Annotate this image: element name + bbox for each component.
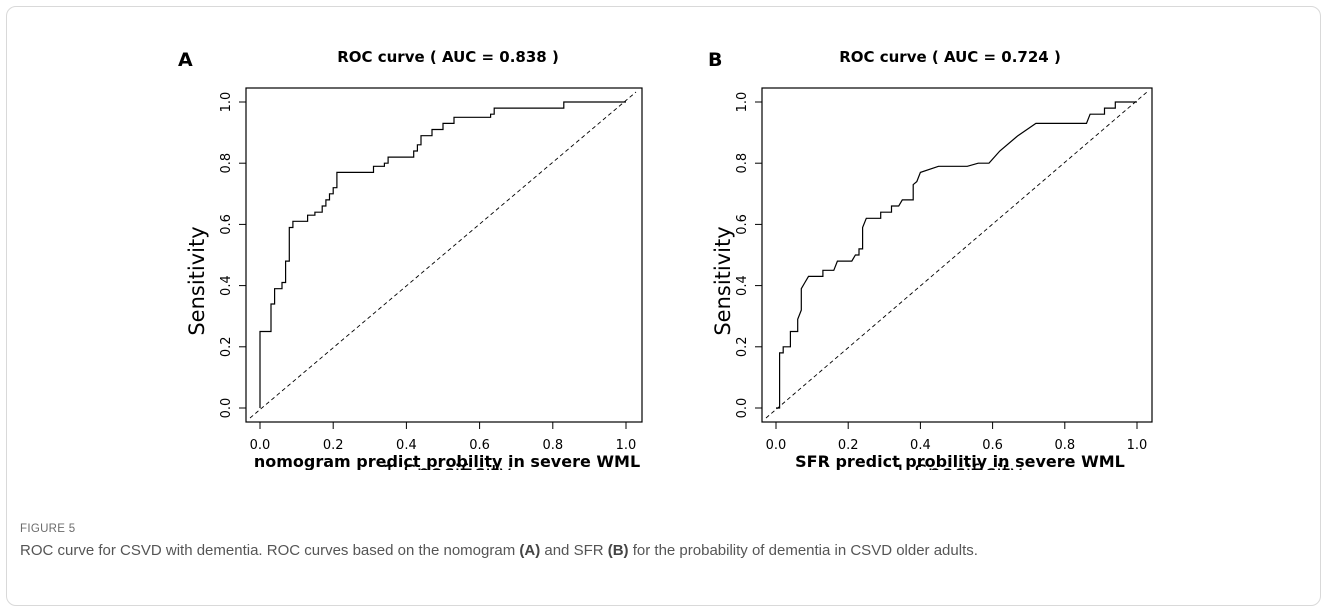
x-tick-label: 0.4 bbox=[910, 438, 931, 453]
caption-ref-a: (A) bbox=[519, 542, 541, 559]
y-axis-label: Sensitivity bbox=[185, 226, 209, 335]
y-tick-label: 0.4 bbox=[219, 275, 234, 296]
x-tick-label: 0.8 bbox=[1054, 438, 1075, 453]
caption-text: for the probability of dementia in CSVD … bbox=[628, 542, 978, 559]
plot-frame bbox=[245, 87, 643, 423]
y-tick-label: 0.4 bbox=[735, 275, 750, 296]
y-tick-label: 0.8 bbox=[219, 153, 234, 174]
x-tick-label: 0.0 bbox=[766, 438, 787, 453]
y-tick-label: 0.2 bbox=[735, 336, 750, 357]
figure-label: FIGURE 5 bbox=[20, 523, 76, 535]
roc-panel-a: A ROC curve ( AUC = 0.838 ) Sensitivity … bbox=[178, 48, 643, 470]
x-tick-label: 0.6 bbox=[469, 438, 490, 453]
y-tick-label: 0.0 bbox=[735, 398, 750, 419]
figure-frame bbox=[6, 6, 1321, 606]
x-tick-label: 1.0 bbox=[1127, 438, 1148, 453]
y-tick-label: 1.0 bbox=[735, 92, 750, 113]
figure-caption: ROC curve for CSVD with dementia. ROC cu… bbox=[20, 542, 978, 559]
y-tick-label: 0.6 bbox=[219, 214, 234, 235]
caption-text: ROC curve for CSVD with dementia. ROC cu… bbox=[20, 542, 520, 559]
y-tick-label: 0.8 bbox=[735, 153, 750, 174]
x-tick-label: 0.6 bbox=[982, 438, 1003, 453]
y-tick-label: 0.2 bbox=[219, 336, 234, 357]
y-tick-label: 1.0 bbox=[219, 92, 234, 113]
caption-text: and SFR bbox=[540, 542, 608, 559]
panel-label: B bbox=[708, 49, 722, 71]
y-axis-label: Sensitivity bbox=[711, 226, 735, 335]
x-tick-label: 0.4 bbox=[396, 438, 417, 453]
x-tick-label: 0.0 bbox=[250, 438, 271, 453]
roc-curve bbox=[776, 101, 1137, 409]
x-tick-label: 1.0 bbox=[616, 438, 637, 453]
panel-subtitle: SFR predict probilitiy in severe WML bbox=[795, 452, 1125, 470]
y-tick-label: 0.6 bbox=[735, 214, 750, 235]
reference-diagonal bbox=[765, 91, 1148, 419]
x-tick-label: 0.8 bbox=[542, 438, 563, 453]
x-tick-label: 0.2 bbox=[838, 438, 859, 453]
panel-label: A bbox=[178, 49, 193, 71]
chart-title: ROC curve ( AUC = 0.838 ) bbox=[337, 48, 559, 66]
x-axis-label: 1-Specificity bbox=[893, 461, 1022, 470]
caption-ref-b: (B) bbox=[607, 542, 629, 559]
panel-subtitle: nomogram predict probility in severe WML bbox=[254, 452, 640, 470]
x-tick-label: 0.2 bbox=[323, 438, 344, 453]
roc-panel-b: B ROC curve ( AUC = 0.724 ) Sensitivity … bbox=[708, 48, 1153, 470]
x-axis-label: 1-Specificity bbox=[382, 461, 511, 470]
plot-frame bbox=[761, 87, 1153, 423]
roc-curve bbox=[259, 101, 626, 408]
y-tick-label: 0.0 bbox=[219, 398, 234, 419]
chart-title: ROC curve ( AUC = 0.724 ) bbox=[839, 48, 1061, 66]
reference-diagonal bbox=[249, 91, 637, 419]
